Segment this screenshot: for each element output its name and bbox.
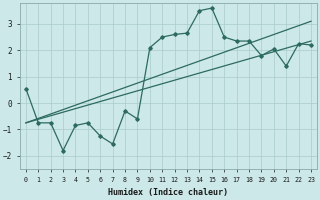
X-axis label: Humidex (Indice chaleur): Humidex (Indice chaleur) xyxy=(108,188,228,197)
